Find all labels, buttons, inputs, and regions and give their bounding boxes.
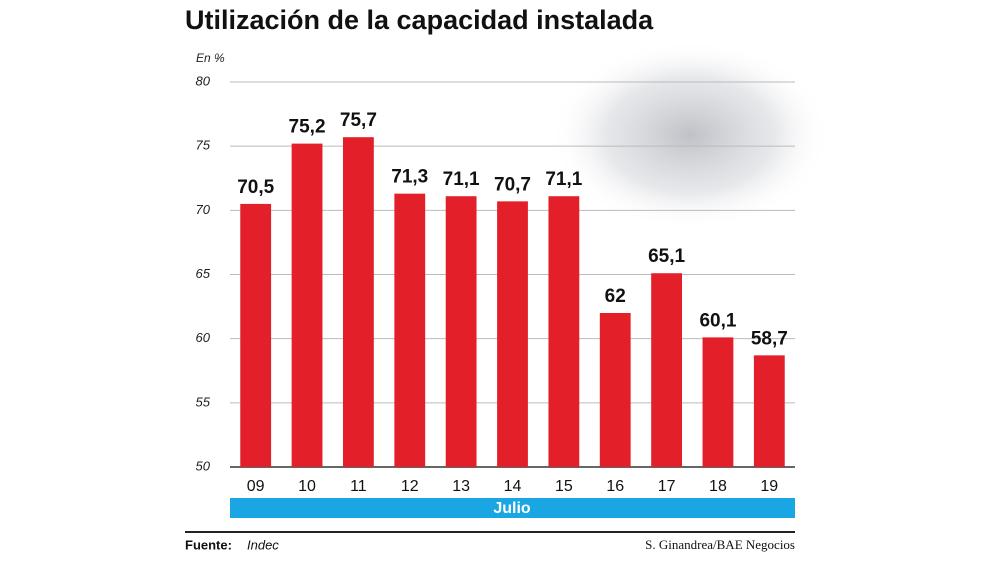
- chart-title: Utilización de la capacidad instalada: [185, 5, 654, 35]
- value-label: 71,3: [391, 167, 428, 188]
- photo-backdrop: [550, 40, 830, 230]
- value-label: 70,7: [494, 174, 531, 195]
- x-tick-label: 13: [452, 478, 470, 495]
- y-tick-label: 75: [196, 138, 211, 153]
- x-tick-label: 15: [555, 478, 573, 495]
- value-label: 75,7: [340, 110, 377, 131]
- value-label: 62: [605, 286, 626, 307]
- x-tick-label: 11: [350, 478, 367, 495]
- y-tick-label: 70: [196, 202, 211, 217]
- y-tick-label: 50: [196, 458, 211, 473]
- x-tick-label: 10: [298, 478, 316, 495]
- credit: S. Ginandrea/BAE Negocios: [645, 537, 795, 552]
- bar: [394, 193, 426, 467]
- x-tick-label: 18: [709, 478, 727, 495]
- x-label: Julio: [493, 500, 531, 517]
- x-tick-label: 12: [401, 478, 419, 495]
- bar: [445, 196, 477, 467]
- x-tick-label: 16: [606, 478, 624, 495]
- x-tick-label: 14: [504, 478, 522, 495]
- x-tick-label: 19: [760, 478, 778, 495]
- x-tick-label: 09: [247, 478, 265, 495]
- bar: [548, 196, 580, 467]
- bar: [702, 337, 734, 467]
- y-tick-label: 60: [196, 330, 211, 345]
- bar: [240, 203, 272, 467]
- y-unit: En %: [196, 51, 225, 65]
- bar: [343, 137, 374, 467]
- bar: [651, 273, 682, 467]
- x-label-band: [230, 498, 795, 518]
- source-label: Fuente:: [185, 537, 232, 552]
- y-tick-label: 55: [196, 394, 211, 409]
- x-tick-label: 17: [658, 478, 676, 495]
- bar: [599, 313, 631, 467]
- value-label: 71,1: [443, 169, 480, 190]
- value-label: 70,5: [237, 177, 274, 198]
- value-label: 60,1: [699, 310, 736, 331]
- source: Indec: [247, 537, 279, 552]
- value-label: 58,7: [751, 328, 788, 349]
- bar: [291, 143, 323, 467]
- value-label: 71,1: [545, 169, 582, 190]
- bar: [753, 355, 785, 467]
- value-label: 75,2: [289, 117, 326, 138]
- y-tick-label: 80: [196, 73, 211, 88]
- bar: [497, 201, 528, 467]
- y-tick-label: 65: [196, 266, 211, 281]
- value-label: 65,1: [648, 246, 685, 267]
